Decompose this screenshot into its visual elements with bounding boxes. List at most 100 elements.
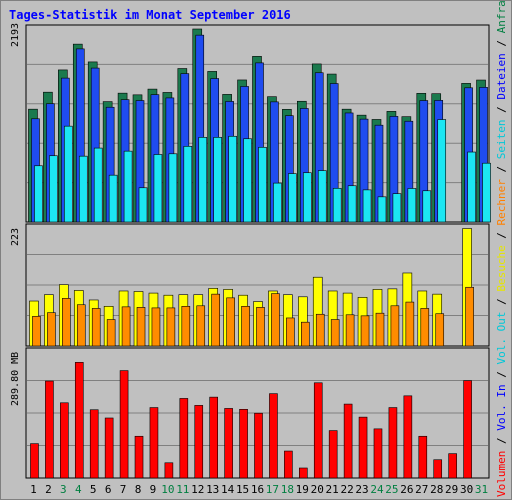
x-tick-label-day-21: 21	[326, 483, 339, 496]
bar-seiten-day-25	[392, 193, 402, 223]
bar-seiten-day-19	[303, 172, 312, 223]
bar-seiten-day-30	[467, 151, 476, 223]
bar-rechner-day-6	[106, 319, 116, 347]
bar-rechner-day-2	[47, 312, 56, 347]
bar-rechner-day-21	[330, 319, 340, 347]
bar-volumen-day-23	[358, 416, 368, 479]
bar-volumen-day-20	[313, 382, 323, 479]
bar-volumen-day-18	[284, 450, 293, 479]
bar-volumen-day-7	[119, 370, 129, 479]
bar-seiten-day-7	[123, 150, 133, 223]
bar-rechner-day-3	[62, 298, 71, 347]
bar-seiten-day-17	[273, 182, 282, 223]
legend-item-vol-out: Vol. Out	[495, 312, 508, 365]
bar-rechner-day-30	[465, 286, 474, 347]
bar-volumen-day-13	[209, 396, 218, 479]
x-tick-label-day-8: 8	[135, 483, 142, 496]
x-tick-label-day-28: 28	[430, 483, 443, 496]
legend-separator: /	[495, 159, 508, 179]
bar-rechner-day-12	[196, 305, 206, 347]
bar-seiten-day-27	[422, 190, 432, 223]
bar-volumen-day-15	[239, 409, 248, 479]
x-tick-label-day-1: 1	[30, 483, 37, 496]
bar-seiten-day-28	[437, 119, 447, 223]
bar-volumen-day-28	[433, 459, 443, 479]
bar-rechner-day-26	[405, 301, 415, 347]
bar-seiten-day-26	[407, 188, 417, 223]
bar-seiten-day-18	[288, 173, 297, 223]
bar-rechner-day-27	[420, 308, 430, 347]
bar-volumen-day-14	[224, 408, 233, 479]
bar-rechner-day-5	[91, 308, 101, 347]
x-tick-label-day-26: 26	[400, 483, 413, 496]
x-tick-label-day-10: 10	[161, 483, 174, 496]
bar-volumen-day-22	[343, 403, 353, 479]
bar-volumen-day-5	[89, 409, 99, 479]
legend-separator: /	[495, 292, 508, 312]
x-tick-label-day-12: 12	[191, 483, 204, 496]
legend-item-vol-in: Vol. In	[495, 384, 508, 430]
bar-volumen-day-9	[149, 407, 159, 479]
bar-seiten-day-14	[228, 135, 237, 223]
chart-title: Tages-Statistik im Monat September 2016	[9, 8, 291, 22]
x-tick-label-day-22: 22	[340, 483, 353, 496]
bar-seiten-day-16	[258, 146, 267, 223]
x-tick-label-day-19: 19	[296, 483, 309, 496]
legend-item-seiten: Seiten	[495, 119, 508, 159]
x-tick-label-day-17: 17	[266, 483, 279, 496]
legend-separator: /	[495, 33, 508, 53]
bar-seiten-day-31	[482, 162, 491, 223]
legend-item-anfragen: Anfragen	[495, 0, 508, 33]
bar-seiten-day-22	[347, 185, 357, 223]
x-tick-label-day-6: 6	[105, 483, 112, 496]
legend-separator: /	[495, 431, 508, 451]
x-tick-label-day-16: 16	[251, 483, 264, 496]
x-tick-label-day-20: 20	[311, 483, 324, 496]
bar-volumen-day-10	[164, 462, 174, 479]
bar-volumen-day-19	[299, 467, 308, 479]
x-tick-label-day-4: 4	[75, 483, 82, 496]
bar-seiten-day-11	[183, 146, 193, 223]
bar-seiten-day-23	[362, 189, 372, 223]
bar-volumen-day-2	[45, 380, 54, 479]
bar-rechner-day-23	[360, 315, 370, 347]
x-tick-label-day-25: 25	[385, 483, 398, 496]
bar-rechner-day-17	[271, 293, 280, 347]
bar-rechner-day-28	[435, 313, 445, 347]
x-tick-label-day-2: 2	[45, 483, 52, 496]
legend-separator: /	[495, 100, 508, 120]
bar-rechner-day-18	[286, 317, 295, 347]
bar-volumen-day-21	[328, 430, 338, 479]
legend-item-rechner: Rechner	[495, 179, 508, 226]
bar-seiten-day-20	[317, 170, 327, 223]
bar-rechner-day-7	[121, 306, 131, 347]
axis-max-label-visits: 223	[10, 228, 21, 246]
x-tick-label-day-30: 30	[460, 483, 473, 496]
axis-max-label-requests: 2193	[10, 23, 21, 47]
bar-seiten-day-21	[332, 187, 342, 223]
bar-seiten-day-1	[34, 165, 43, 223]
bar-volumen-day-17	[269, 393, 278, 479]
bar-rechner-day-25	[390, 305, 400, 347]
bar-seiten-day-5	[93, 147, 103, 223]
bar-rechner-day-15	[241, 306, 250, 347]
bar-rechner-day-10	[166, 307, 176, 347]
x-tick-label-day-3: 3	[60, 483, 67, 496]
bar-rechner-day-20	[315, 313, 325, 347]
bar-rechner-day-9	[151, 307, 161, 347]
bar-seiten-day-13	[213, 137, 222, 223]
bar-volumen-day-16	[254, 412, 263, 479]
bar-seiten-day-12	[198, 137, 208, 223]
x-tick-label-day-5: 5	[90, 483, 97, 496]
bar-rechner-day-16	[256, 307, 265, 347]
bar-seiten-day-3	[64, 125, 73, 223]
x-tick-label-day-23: 23	[355, 483, 368, 496]
bar-volumen-day-8	[134, 435, 144, 479]
bar-rechner-day-24	[375, 312, 385, 347]
bar-rechner-day-19	[301, 321, 310, 347]
bar-rechner-day-8	[136, 307, 146, 347]
bar-rechner-day-22	[345, 314, 355, 347]
bar-volumen-day-3	[60, 402, 69, 479]
